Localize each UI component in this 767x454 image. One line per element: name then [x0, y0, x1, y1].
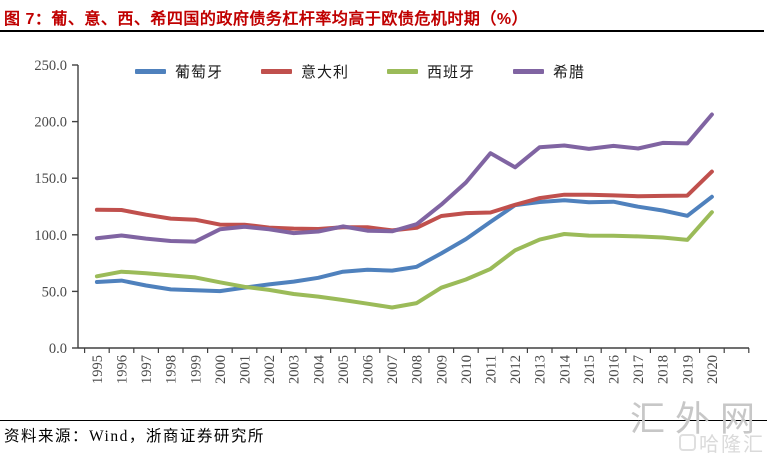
- legend-label-greece: 希腊: [553, 64, 586, 81]
- series-line-greece: [94, 112, 714, 244]
- legend-swatch-italy-icon: [260, 68, 292, 74]
- legend-label-italy: 意大利: [300, 64, 349, 81]
- x-tick-label-2013: 2013: [533, 355, 549, 384]
- x-tick-label-1999: 1999: [188, 355, 204, 384]
- x-tick-label-2015: 2015: [582, 355, 598, 384]
- x-tick-label-2016: 2016: [607, 355, 623, 384]
- x-tick-label-1996: 1996: [115, 355, 131, 384]
- x-tick-label-2019: 2019: [680, 355, 696, 384]
- y-tick-label-100: 100.0: [34, 228, 67, 244]
- x-tick-label-1997: 1997: [139, 355, 155, 384]
- x-tick-label-2007: 2007: [385, 355, 401, 384]
- x-tick-label-2003: 2003: [287, 355, 303, 384]
- x-tick-label-2002: 2002: [262, 355, 278, 384]
- x-tick-label-2004: 2004: [311, 354, 327, 384]
- y-tick-label-200: 200.0: [34, 115, 67, 131]
- title-divider-line: [0, 30, 764, 32]
- y-tick-label-250: 250.0: [34, 58, 67, 74]
- x-tick-label-2000: 2000: [213, 355, 229, 384]
- footer-divider-line: [0, 420, 767, 421]
- x-tick-label-2017: 2017: [631, 355, 647, 384]
- legend-item-spain: 西班牙: [387, 61, 475, 82]
- x-tick-label-2010: 2010: [459, 355, 475, 384]
- series-line-portugal: [94, 194, 714, 294]
- legend-swatch-spain-icon: [387, 68, 418, 74]
- debt-ratio-line-chart: 0.0 50.0 100.0 150.0 200.0 250.0 1995 1996 1997 1…: [34, 58, 750, 384]
- figure-title: 图 7：葡、意、西、希四国的政府债务杠杆率均高于欧债危机时期（%）: [4, 11, 529, 28]
- x-tick-label-2014: 2014: [557, 354, 573, 384]
- x-tick-label-2006: 2006: [361, 355, 377, 384]
- x-tick-label-2001: 2001: [238, 355, 254, 384]
- y-tick-label-0: 0.0: [49, 341, 67, 357]
- y-tick-label-50: 50.0: [42, 284, 67, 300]
- watermark-logo-icon: [679, 434, 696, 451]
- legend-label-portugal: 葡萄牙: [174, 64, 223, 81]
- legend-swatch-greece-icon: [513, 68, 545, 74]
- series-line-spain: [94, 210, 714, 310]
- chart-legend: 葡萄牙 意大利 西班牙 希腊: [40, 61, 680, 82]
- watermark-secondary: 哈隆汇: [679, 428, 765, 454]
- source-note: 资料来源：Wind，浙商证券研究所: [4, 428, 265, 445]
- x-tick-label-2009: 2009: [434, 355, 450, 384]
- x-tick-label-2012: 2012: [508, 355, 524, 384]
- x-tick-label-2005: 2005: [336, 355, 352, 384]
- legend-item-portugal: 葡萄牙: [134, 61, 223, 82]
- legend-item-italy: 意大利: [260, 61, 349, 82]
- x-tick-label-2011: 2011: [484, 355, 500, 383]
- y-tick-label-150: 150.0: [34, 171, 67, 187]
- x-tick-label-2008: 2008: [410, 355, 426, 384]
- legend-label-spain: 西班牙: [427, 64, 476, 81]
- legend-swatch-portugal-icon: [134, 68, 166, 74]
- x-tick-label-2020: 2020: [705, 355, 721, 384]
- watermark-secondary-text: 哈隆汇: [699, 434, 765, 454]
- legend-item-greece: 希腊: [513, 61, 585, 82]
- x-tick-label-1998: 1998: [164, 355, 180, 384]
- x-tick-label-1995: 1995: [90, 355, 106, 384]
- x-tick-label-2018: 2018: [656, 355, 672, 384]
